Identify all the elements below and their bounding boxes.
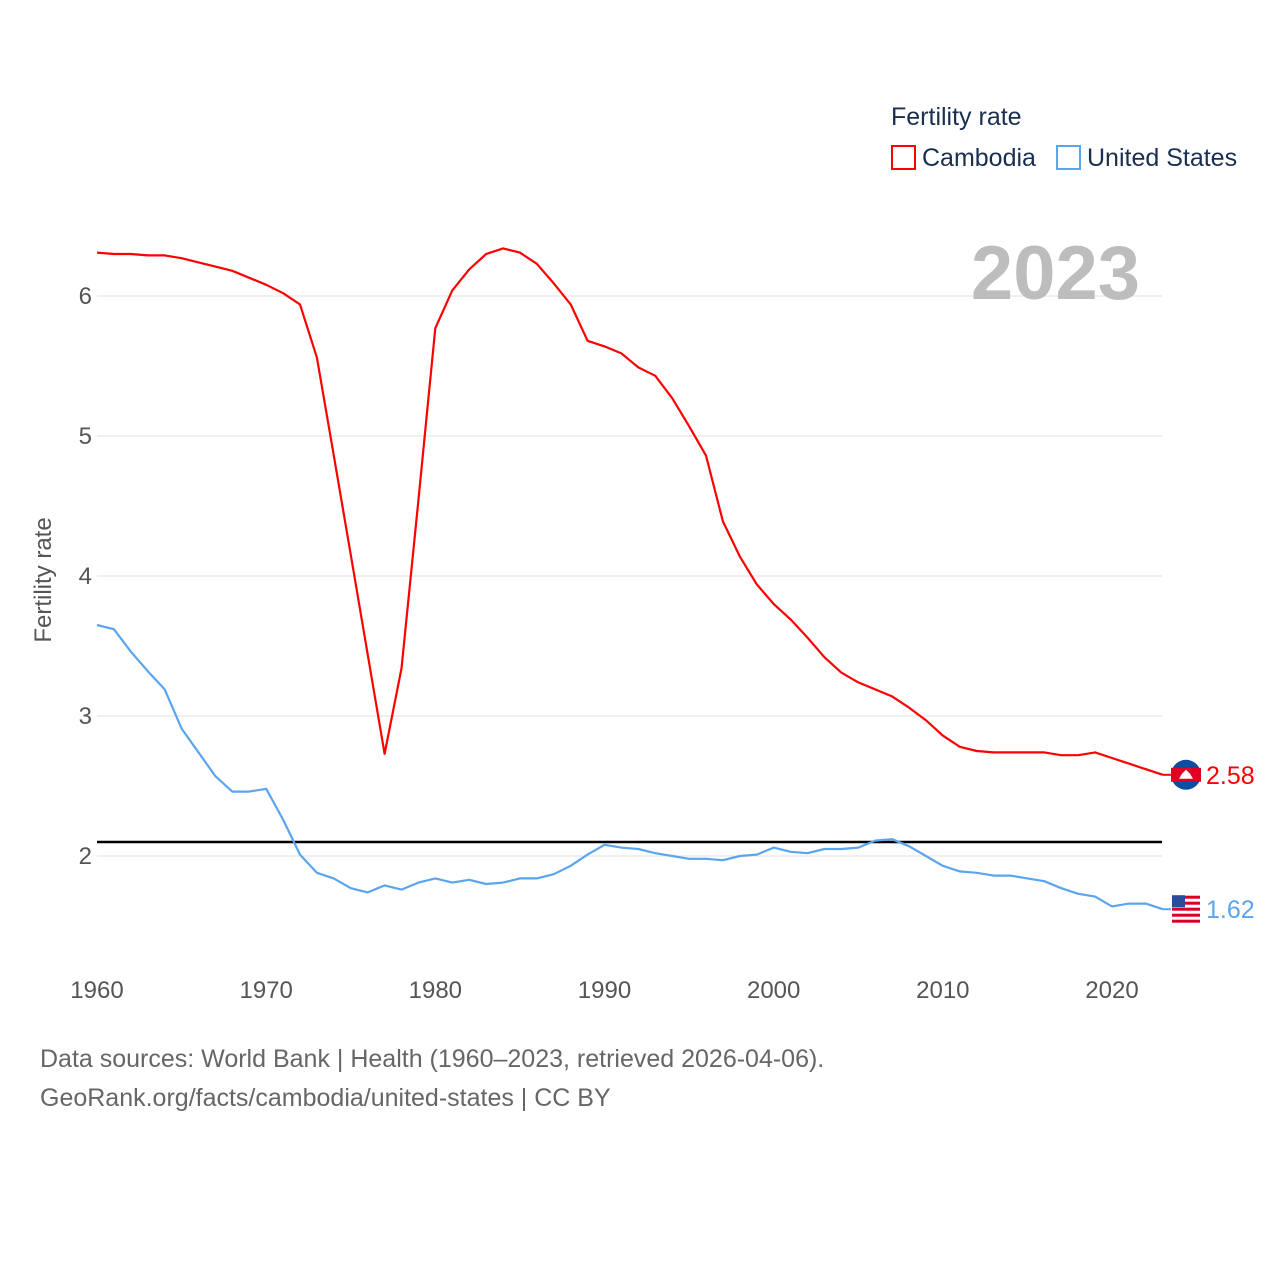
legend-label-cambodia: Cambodia xyxy=(922,144,1036,172)
y-tick-label: 3 xyxy=(79,703,92,730)
legend-swatch-united-states xyxy=(1056,145,1081,170)
flag-united-states-icon xyxy=(1171,894,1201,925)
legend-swatch-cambodia xyxy=(891,145,916,170)
y-axis-label: Fertility rate xyxy=(30,517,57,642)
footer-link[interactable]: GeoRank.org/facts/cambodia/united-states… xyxy=(40,1084,611,1112)
year-label: 2023 xyxy=(971,231,1140,316)
end-value-label-cambodia: 2.58 xyxy=(1206,762,1255,790)
series-line-united-states xyxy=(96,623,1164,911)
legend-item-united-states[interactable]: United States xyxy=(1056,144,1237,172)
series-line-cambodia xyxy=(96,247,1164,776)
y-tick-label: 2 xyxy=(79,843,92,870)
y-tick-label: 6 xyxy=(79,283,92,310)
y-tick-label: 4 xyxy=(79,563,92,590)
x-tick-label: 2000 xyxy=(747,977,800,1004)
footer-sources: Data sources: World Bank | Health (1960–… xyxy=(40,1045,825,1073)
x-tick-label: 1960 xyxy=(70,977,123,1004)
legend-item-cambodia[interactable]: Cambodia xyxy=(891,144,1036,172)
x-tick-label: 2010 xyxy=(916,977,969,1004)
y-tick-label: 5 xyxy=(79,423,92,450)
legend-label-united-states: United States xyxy=(1087,144,1237,172)
x-tick-label: 1980 xyxy=(409,977,462,1004)
x-tick-label: 1990 xyxy=(578,977,631,1004)
x-tick-label: 2020 xyxy=(1085,977,1138,1004)
x-tick-label: 1970 xyxy=(239,977,292,1004)
end-value-label-united-states: 1.62 xyxy=(1206,896,1255,924)
flag-cambodia-icon xyxy=(1171,759,1201,790)
legend-title: Fertility rate xyxy=(891,103,1022,131)
